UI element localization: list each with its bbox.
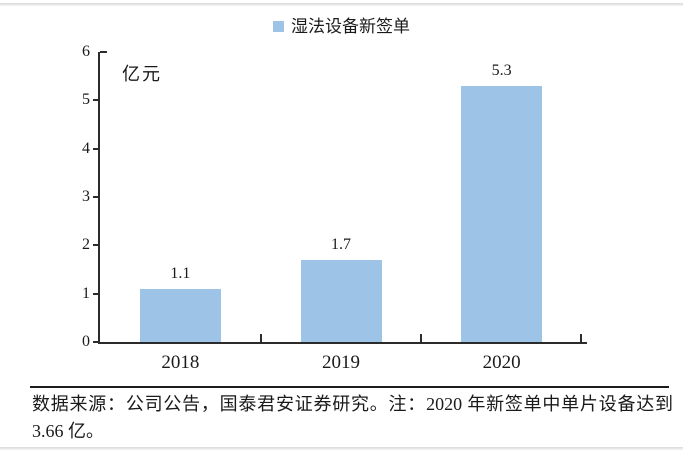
y-axis-tick-label: 6 <box>82 43 90 60</box>
y-axis-tick-label: 3 <box>82 188 90 205</box>
y-axis-line <box>98 52 100 344</box>
y-axis-tick-label: 1 <box>82 284 90 302</box>
legend-marker-square <box>273 21 284 32</box>
footnote-divider <box>30 386 669 388</box>
chart-legend: 湿法设备新签单 <box>0 18 683 35</box>
legend-label: 湿法设备新签单 <box>291 17 410 36</box>
x-axis-tick <box>420 334 423 342</box>
bar-2018 <box>139 288 221 342</box>
bar-2020 <box>461 85 543 342</box>
x-axis-line <box>98 342 587 344</box>
plot-area: 0 1 2 3 4 5 6 1.1 2018 1.7 2019 5.3 2020 <box>82 43 587 372</box>
y-axis-tick <box>93 341 100 343</box>
bottom-divider <box>0 447 683 450</box>
y-axis-tick <box>100 51 107 53</box>
x-axis-category-label: 2018 <box>161 352 200 373</box>
x-axis-tick <box>259 334 262 342</box>
y-axis-tick <box>93 196 100 198</box>
bar-value-label: 1.1 <box>170 264 191 282</box>
x-axis-category-label: 2020 <box>482 352 521 373</box>
y-axis-tick <box>93 292 100 295</box>
y-axis-tick-label: 4 <box>82 139 90 157</box>
y-axis-tick-label: 0 <box>82 333 90 350</box>
y-axis-tick <box>93 244 100 247</box>
bar-value-label: 5.3 <box>491 61 512 79</box>
y-axis-tick-label: 5 <box>82 91 90 109</box>
bar-2019 <box>300 259 382 342</box>
y-axis-tick <box>93 147 100 150</box>
y-axis-unit-label: 亿元 <box>122 64 162 84</box>
y-axis-tick <box>93 99 100 102</box>
x-axis-tick <box>580 334 582 342</box>
y-axis-tick-label: 2 <box>82 236 90 254</box>
top-divider <box>0 3 683 6</box>
x-axis-category-label: 2019 <box>322 352 360 373</box>
bar-value-label: 1.7 <box>331 235 351 253</box>
source-note: 数据来源：公司公告，国泰君安证券研究。注：2020 年新签单中单片设备达到 3.… <box>32 394 673 441</box>
